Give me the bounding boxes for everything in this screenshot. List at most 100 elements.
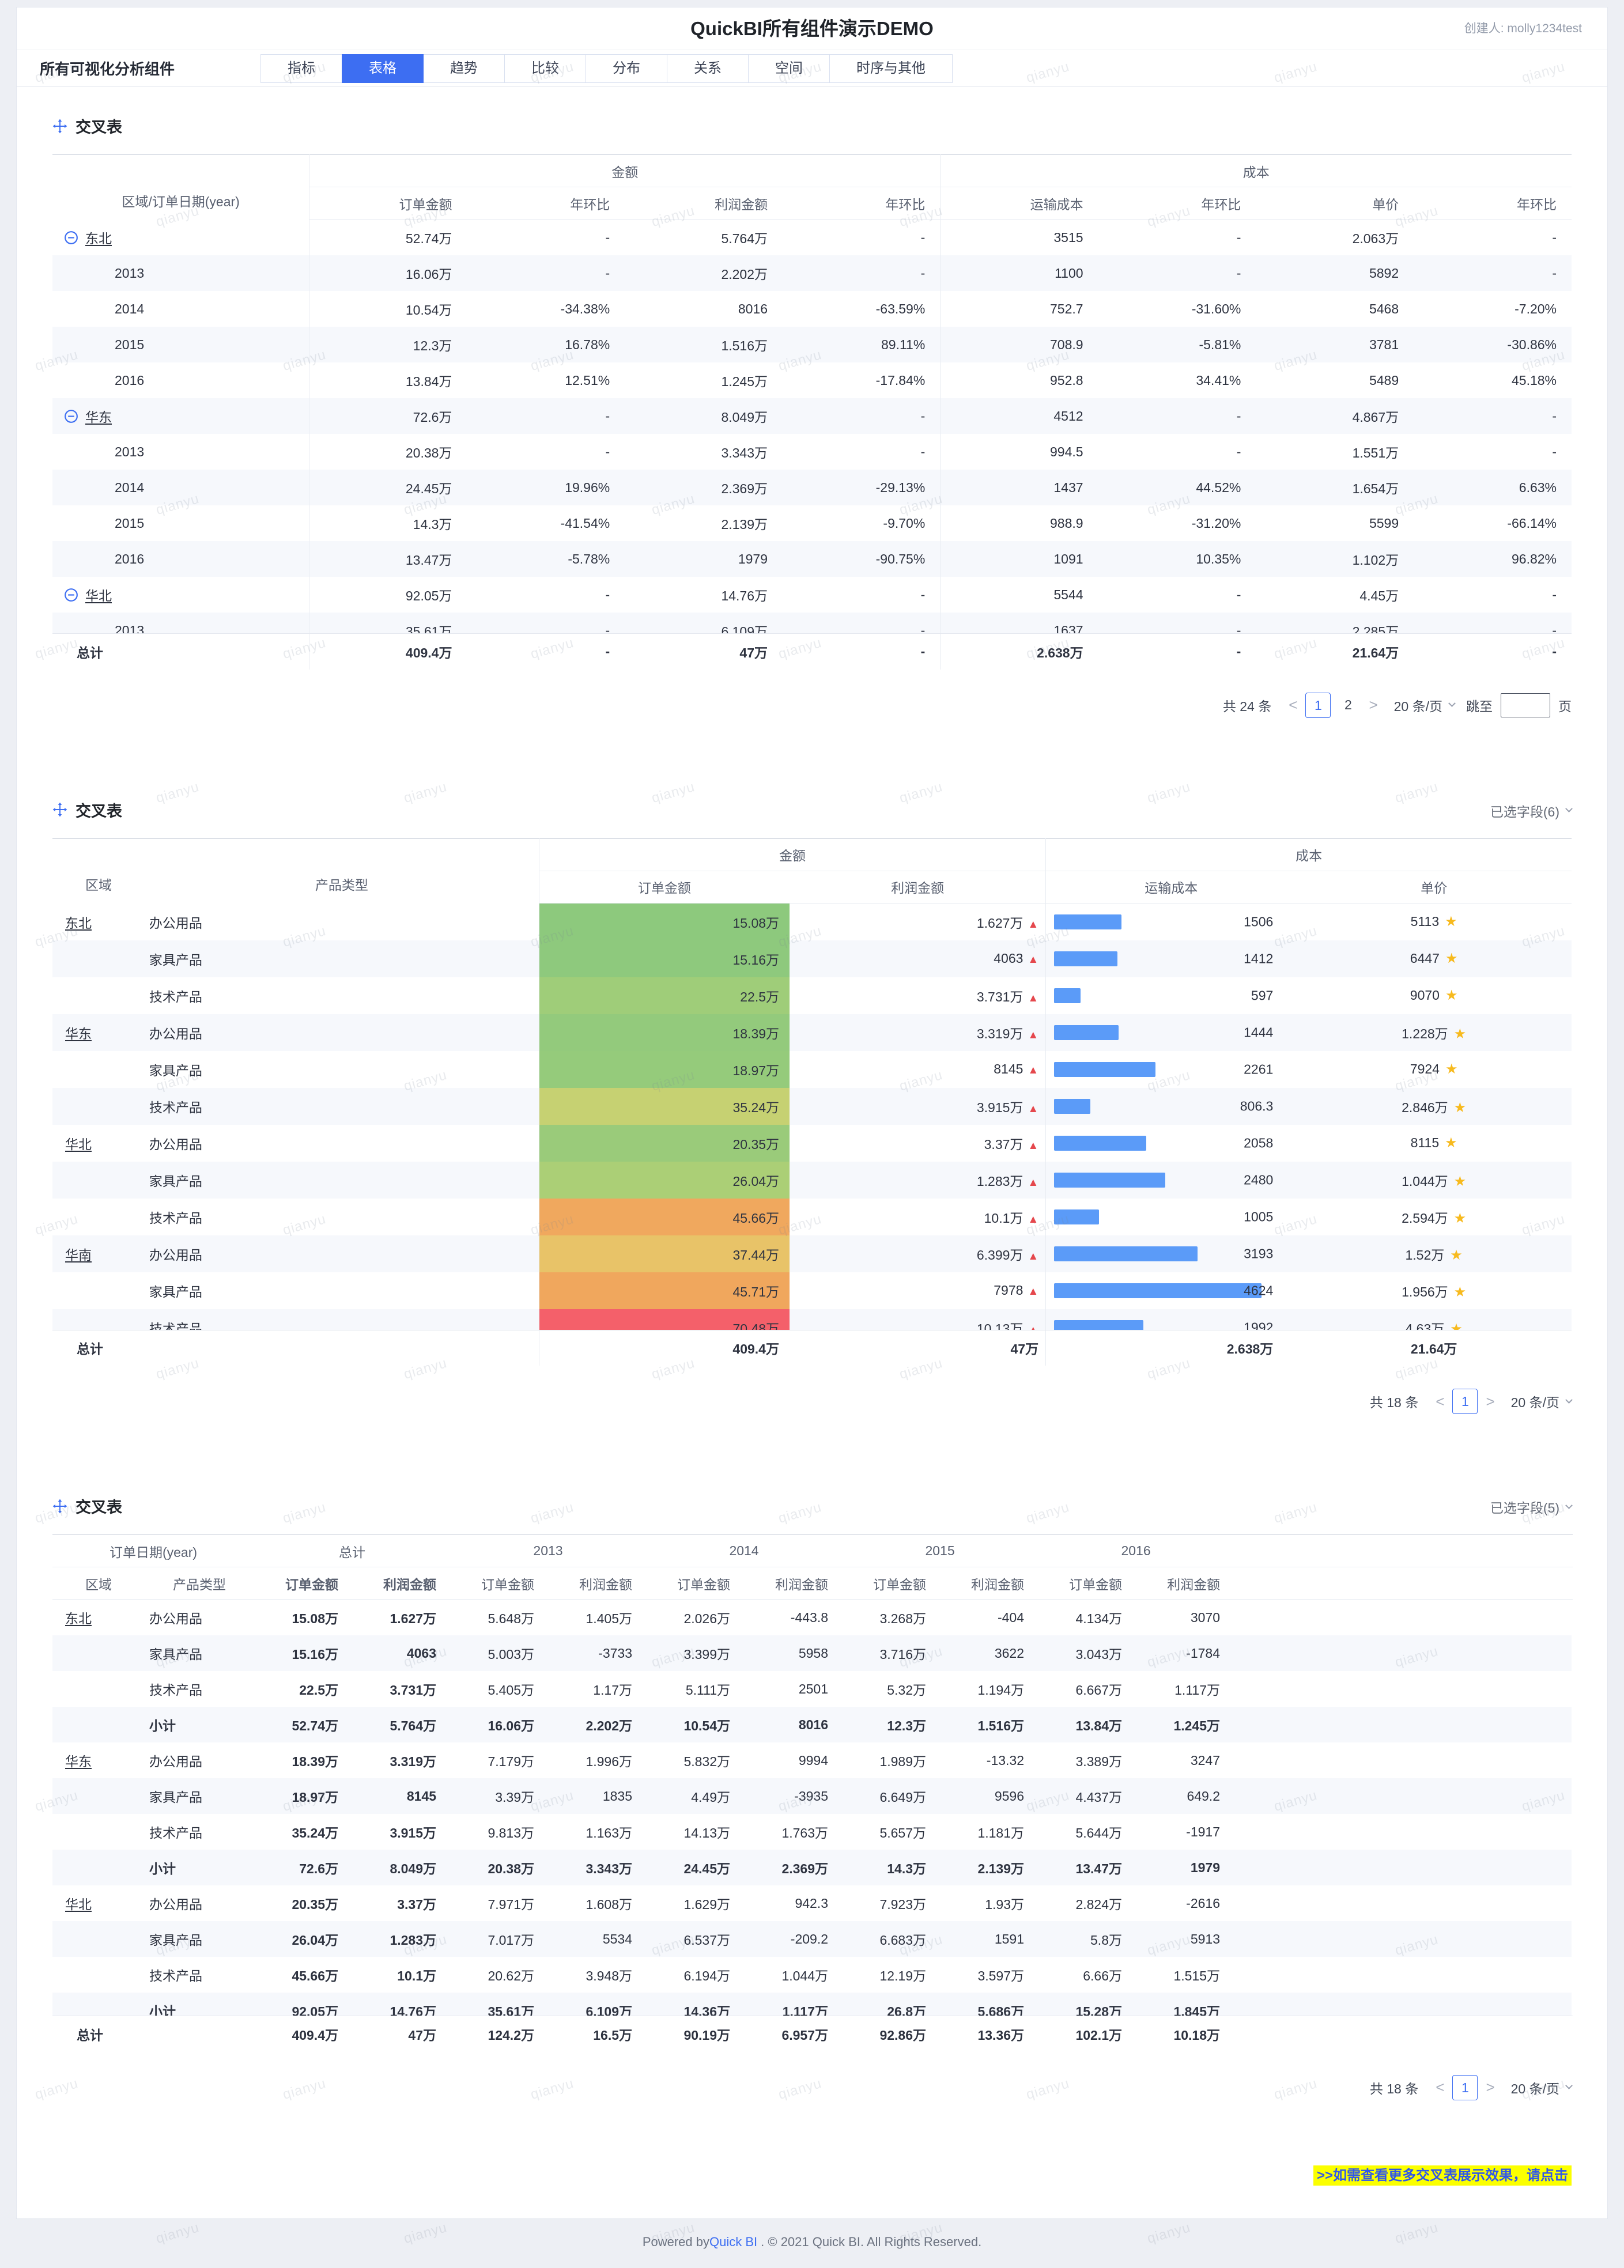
cost-value: 1992 (1244, 1320, 1274, 1330)
cell: 3.399万 (683, 1647, 730, 1662)
cell: 5.003万 (488, 1647, 534, 1662)
page-number[interactable]: 2 (1344, 697, 1352, 712)
cell: - (920, 587, 926, 602)
cell: 1.845万 (1173, 2004, 1220, 2016)
prev-page-button[interactable]: < (1436, 1392, 1445, 1410)
region-link[interactable]: 东北 (85, 231, 112, 246)
jump-label: 页 (1558, 698, 1572, 714)
cell: 2.369万 (781, 1861, 828, 1876)
page-size-select[interactable]: 20 条/页 (1511, 1392, 1573, 1411)
cell: 3.716万 (879, 1647, 926, 1662)
pager-total: 共 18 条 (1369, 2081, 1419, 2096)
tab-relation[interactable]: 关系 (667, 54, 749, 83)
column-header: 利润金额 (352, 1567, 450, 1600)
product-cell: 家具产品 (149, 952, 202, 967)
product-cell: 技术产品 (149, 1099, 202, 1115)
cell: - (920, 444, 926, 459)
cost-bar (1054, 1172, 1166, 1188)
profit-cell: 6.399万 ▲ (790, 1235, 1046, 1272)
table-row: 小计 92.05万 14.76万 35.61万 6.109万 14.36万 1.117万 26… (52, 1993, 1572, 2016)
tab-compare[interactable]: 比较 (504, 54, 587, 83)
tab-space[interactable]: 空间 (748, 54, 830, 83)
year-group-header: 总计 (254, 1534, 450, 1567)
page-size-select[interactable]: 20 条/页 (1511, 2078, 1573, 2097)
profit-cell: 10.1万 ▲ (790, 1199, 1046, 1235)
next-page-button[interactable]: > (1486, 2078, 1495, 2096)
cell: 5.8万 (1090, 1933, 1122, 1948)
region-link[interactable]: 东北 (65, 1611, 92, 1626)
table-row: 华东 办公用品 18.39万 3.319万 7.179万 1.996万 5.832万 9994… (52, 1742, 1572, 1778)
tab-metric[interactable]: 指标 (260, 54, 343, 83)
page-number[interactable]: 1 (1305, 692, 1331, 718)
cell: 72.6万 (309, 398, 467, 434)
table-body-scroll[interactable]: 东北 办公用品 15.08万 1.627万 5.648万 1.405万 2.026万 -443… (52, 1600, 1572, 2016)
table-body-scroll[interactable]: 东北 办公用品 15.08万 1.627万 ▲ 1506 5113 ★ 家具产品 15.16万 40… (52, 903, 1572, 1330)
tab-trend[interactable]: 趋势 (423, 54, 505, 83)
region-link[interactable]: 东北 (65, 915, 92, 931)
cost-bar-cell: 1992 (1045, 1309, 1297, 1330)
group-header: 成本 (1045, 838, 1572, 871)
tab-table[interactable]: 表格 (342, 54, 424, 83)
product-cell: 办公用品 (149, 1247, 202, 1262)
profit-value: 10.13万 (976, 1321, 1024, 1330)
more-crosstab-link[interactable]: >>如需查看更多交叉表展示效果，请点击 (1313, 2165, 1572, 2186)
profit-cell: 10.13万 ▲ (790, 1309, 1046, 1330)
price-cell: 1.044万 ★ (1296, 1162, 1572, 1199)
cell: 9994 (798, 1752, 828, 1768)
star-icon: ★ (1453, 1173, 1467, 1189)
creator-label: 创建人: molly1234test (1464, 22, 1582, 35)
prev-page-button[interactable]: < (1436, 2078, 1445, 2096)
product-cell: 技术产品 (149, 1968, 202, 1983)
table-row: 2013 20.38万 -3.343万 -994.5-1.551万 - (52, 434, 1572, 470)
region-link[interactable]: 华东 (65, 1026, 92, 1041)
cell: 3.915万 (390, 1825, 436, 1840)
cell: 35.61万 (309, 613, 467, 633)
cell: -3733 (598, 1645, 632, 1661)
field-selector-button[interactable]: 已选字段(5) (1490, 1497, 1573, 1517)
cell: 8.049万 (390, 1861, 436, 1876)
region-link[interactable]: 华北 (85, 588, 112, 603)
cell: - (1236, 229, 1241, 245)
region-link[interactable]: 华南 (65, 1247, 92, 1262)
cost-value: 1005 (1244, 1209, 1274, 1224)
product-cell: 小计 (149, 1861, 176, 1876)
cell: 6.66万 (1083, 1968, 1122, 1983)
page-number[interactable]: 1 (1452, 2074, 1478, 2100)
collapse-icon[interactable] (64, 588, 78, 602)
collapse-icon[interactable] (64, 409, 78, 424)
price-value: 6447 (1410, 951, 1440, 966)
cost-bar (1054, 1320, 1144, 1330)
page-size-select[interactable]: 20 条/页 (1394, 695, 1456, 715)
tab-time-other[interactable]: 时序与其他 (829, 54, 953, 83)
cell: 34.41% (1196, 372, 1241, 388)
cost-value: 1506 (1244, 914, 1274, 929)
collapse-icon[interactable] (64, 230, 78, 245)
cell: 1835 (602, 1788, 632, 1804)
quickbi-link[interactable]: Quick BI (709, 2234, 758, 2249)
region-link[interactable]: 华北 (65, 1897, 92, 1912)
cell: 47万 (625, 633, 783, 670)
jump-page-input[interactable] (1501, 693, 1550, 717)
footer-text: Powered by (642, 2234, 709, 2249)
cell: 3515 (940, 220, 1098, 255)
cell: -3935 (794, 1788, 828, 1804)
year-group-header: 2013 (450, 1534, 647, 1567)
page-number[interactable]: 1 (1452, 1389, 1478, 1414)
next-page-button[interactable]: > (1369, 696, 1378, 713)
crosstab2-header: 区域 产品类型 金额 成本 订单金额 利润金额 运输成本 单价 (52, 838, 1572, 904)
tab-distribution[interactable]: 分布 (586, 54, 668, 83)
cost-bar-cell: 1444 (1045, 1014, 1297, 1051)
region-link[interactable]: 华东 (85, 410, 112, 425)
region-link[interactable]: 华东 (65, 1754, 92, 1769)
region-link[interactable]: 华北 (65, 1136, 92, 1152)
nav-label: 所有可视化分析组件 (40, 61, 175, 78)
next-page-button[interactable]: > (1486, 1392, 1495, 1410)
product-cell: 办公用品 (149, 915, 202, 931)
cell: 1.117万 (1174, 1683, 1220, 1698)
up-triangle-icon: ▲ (1028, 1139, 1039, 1152)
field-selector-button[interactable]: 已选字段(6) (1490, 801, 1573, 821)
table-body-scroll[interactable]: 东北 52.74万 -5.764万 -3515-2.063万 -2013 16.06万 -2… (52, 220, 1572, 633)
prev-page-button[interactable]: < (1289, 696, 1298, 713)
cost-value: 806.3 (1240, 1098, 1274, 1113)
profit-value: 8145 (994, 1061, 1024, 1076)
